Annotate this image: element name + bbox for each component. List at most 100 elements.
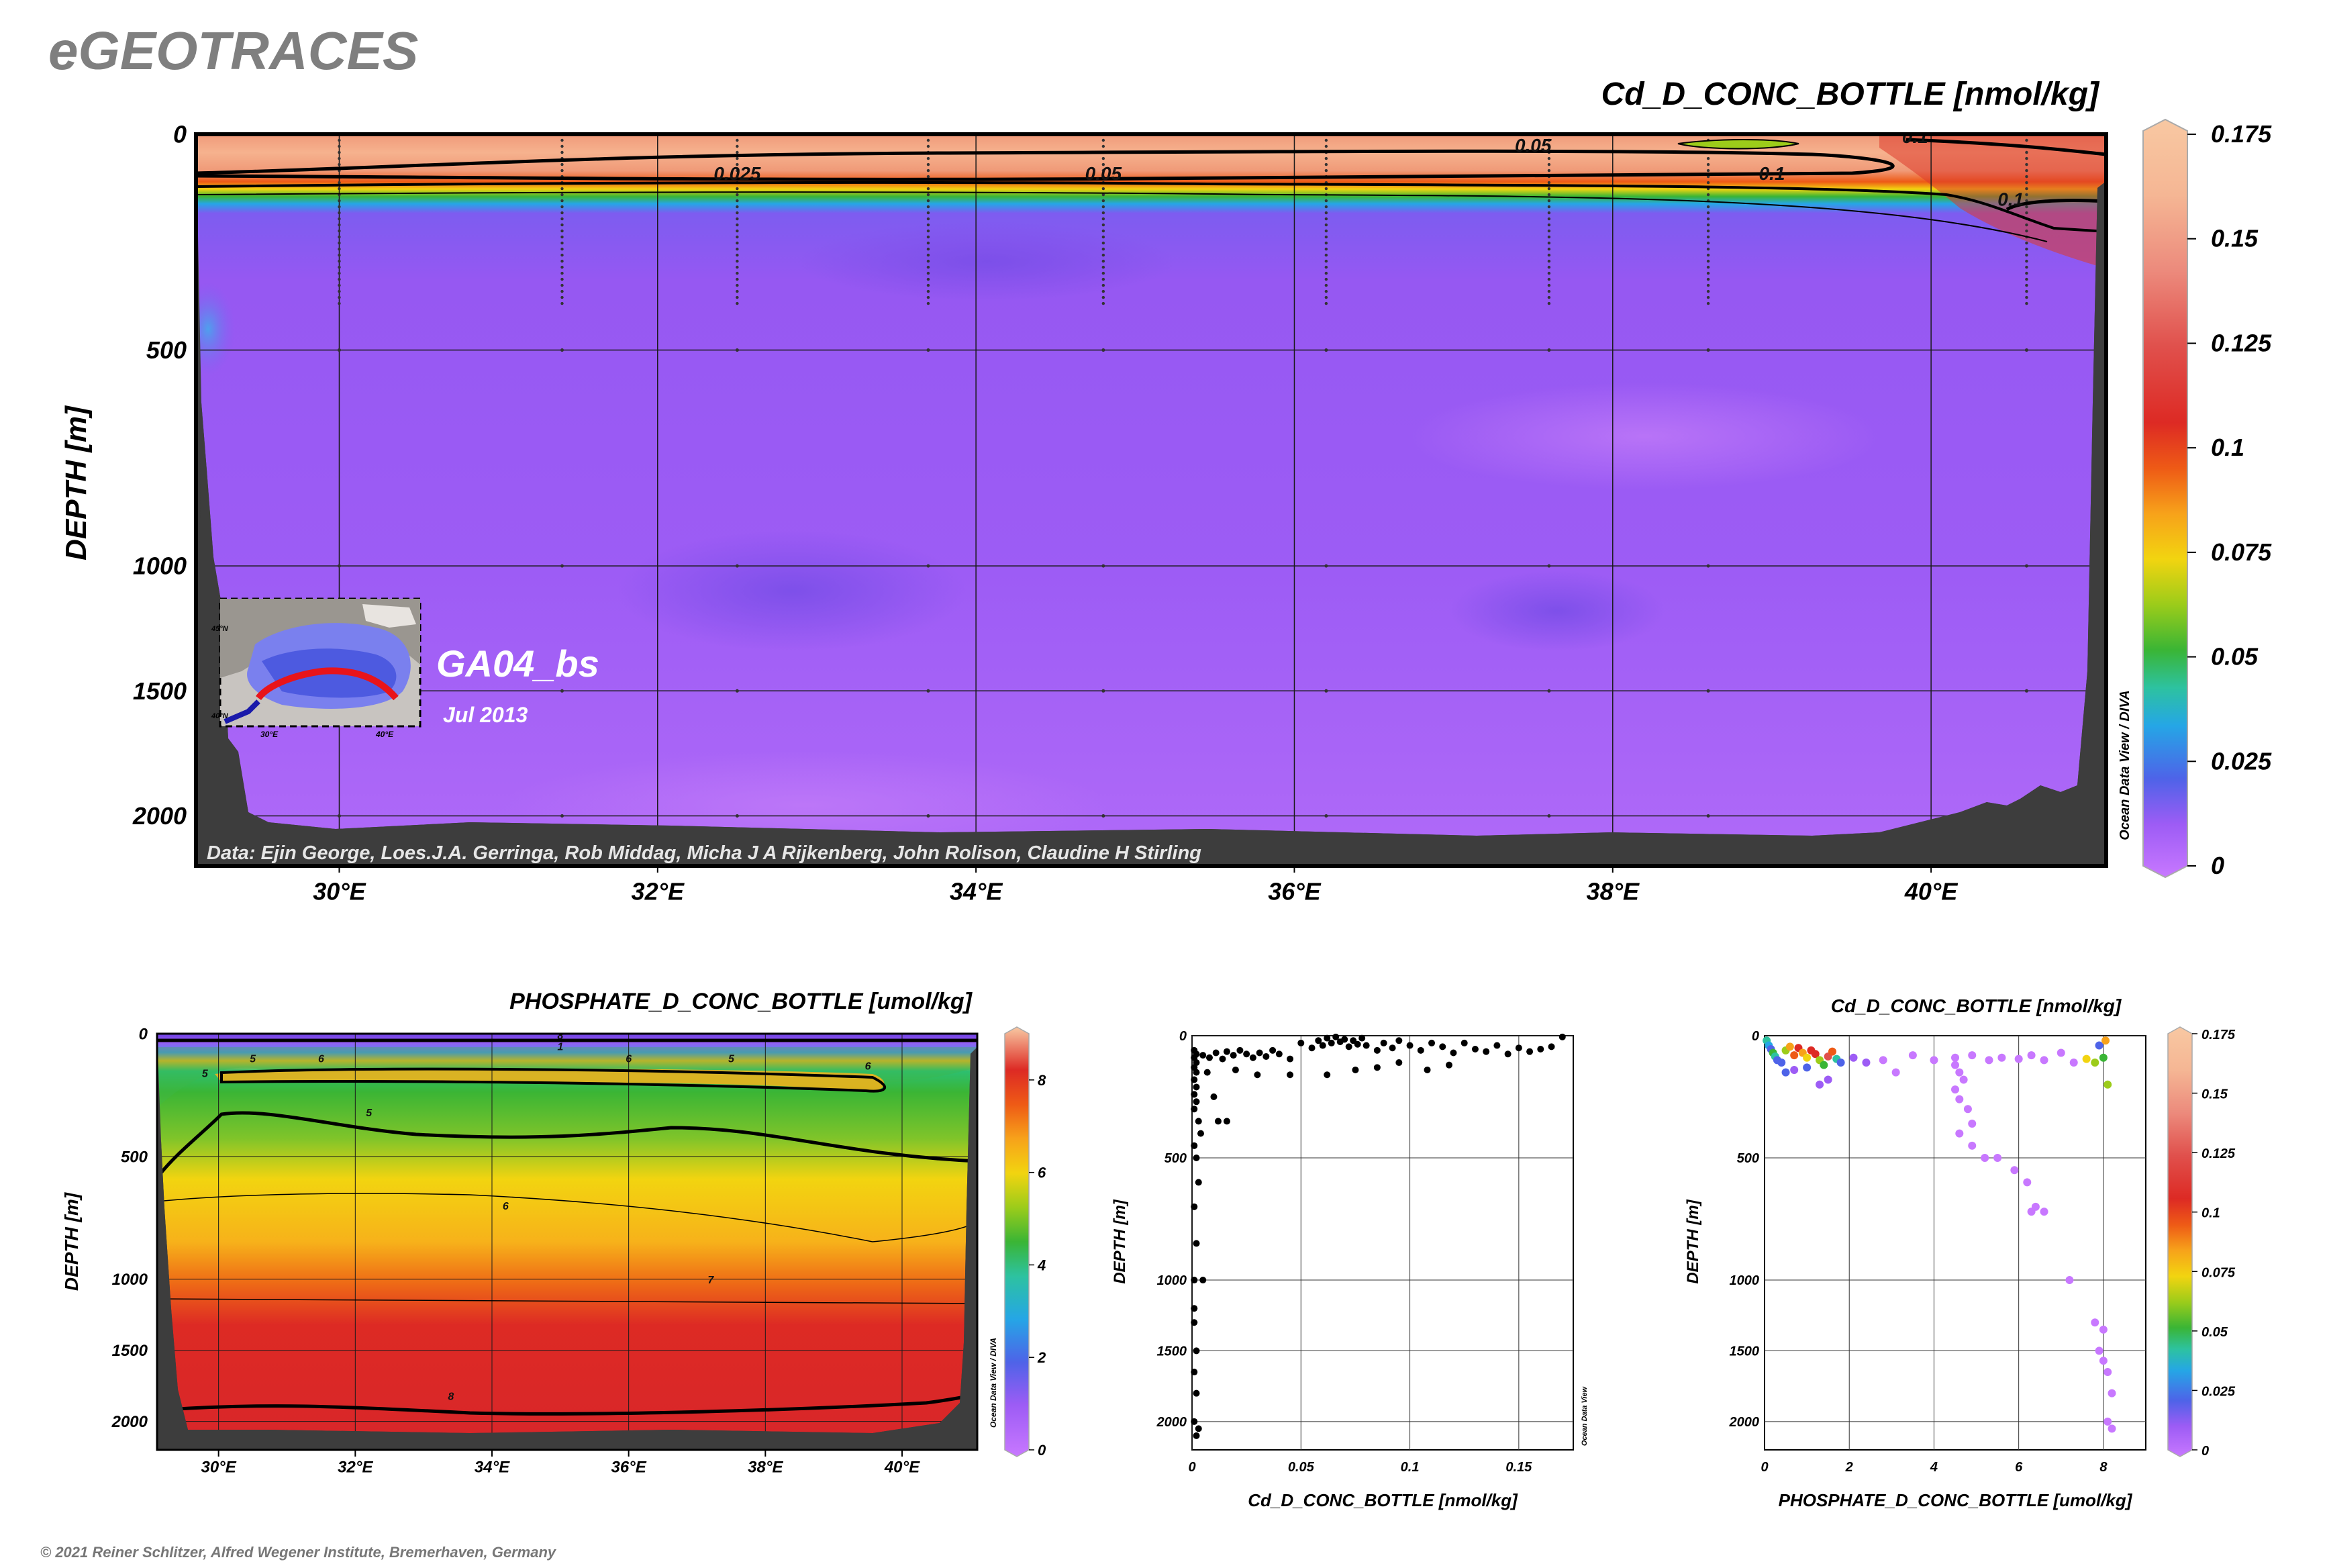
- data-point: [2103, 1080, 2112, 1089]
- contour-0.05: [196, 181, 2106, 233]
- station-sample: [926, 259, 930, 263]
- data-point: [1191, 1091, 1198, 1098]
- inset-lat-label: 45°N: [211, 625, 229, 633]
- y-tick-label: 0: [1179, 1029, 1187, 1044]
- station-sample: [560, 223, 564, 227]
- station-sample: [338, 199, 341, 203]
- station-sample: [1547, 205, 1551, 209]
- data-point: [1450, 1049, 1457, 1057]
- colorbar-tick-label: 0.1: [2211, 434, 2244, 461]
- x-tick-label: 38°E: [748, 1459, 783, 1477]
- station-sample: [338, 283, 341, 287]
- main-y-axis: 0 500 1000 1500 2000: [132, 121, 187, 830]
- data-point: [1968, 1120, 1977, 1128]
- station-sample: [337, 564, 341, 568]
- data-point: [1526, 1048, 1534, 1055]
- station-sample: [1547, 289, 1551, 293]
- station-sample: [2025, 211, 2028, 215]
- scatter2-points: [1763, 1036, 2116, 1433]
- station-sample: [1547, 187, 1551, 191]
- scatter2-grid: [1764, 1035, 2146, 1450]
- data-point: [1380, 1039, 1387, 1046]
- data-point: [2027, 1208, 2036, 1216]
- main-x-axis: 30°E 32°E 34°E 36°E 38°E 40°E: [313, 866, 1958, 905]
- station-sample: [338, 247, 341, 251]
- x-tick-label: 8: [2099, 1460, 2108, 1475]
- station-sample: [1706, 301, 1710, 305]
- data-point: [1193, 1240, 1200, 1247]
- data-point: [1230, 1052, 1237, 1059]
- data-point: [1373, 1046, 1381, 1054]
- station-sample: [2024, 348, 2028, 352]
- station-sample: [1706, 168, 1710, 173]
- station-sample: [560, 265, 564, 269]
- station-sample: [338, 253, 341, 257]
- data-point: [1199, 1277, 1207, 1284]
- data-point: [2082, 1055, 2091, 1063]
- station-sample: [1324, 156, 1328, 160]
- station-sample: [560, 217, 564, 221]
- station-sample: [735, 564, 739, 568]
- low-anomaly: [617, 530, 967, 651]
- station-sample: [926, 271, 930, 275]
- cd-scatter-x-label: Cd_D_CONC_BOTTLE [nmol/kg]: [1248, 1490, 1518, 1510]
- data-point: [1777, 1059, 1786, 1067]
- station-sample: [2025, 181, 2028, 185]
- station-sample: [338, 289, 341, 293]
- station-sample: [1101, 199, 1105, 203]
- x-tick-label: 32°E: [632, 877, 685, 905]
- main-colorbar: [2142, 118, 2188, 879]
- y-tick-label: 0: [1752, 1029, 1759, 1044]
- data-point: [1195, 1425, 1202, 1432]
- station-sample: [736, 301, 739, 305]
- station-sample: [1547, 168, 1551, 173]
- station-sample: [338, 301, 341, 305]
- contour-label: 8: [557, 1030, 563, 1042]
- x-tick-label: 0.1: [1401, 1460, 1420, 1475]
- station-sample: [338, 241, 341, 245]
- data-point: [1254, 1071, 1261, 1079]
- phosphate-y-axis: 0 500 1000 1500 2000: [111, 1025, 148, 1431]
- station-sample: [1547, 223, 1551, 227]
- y-tick-label: 1000: [133, 552, 187, 580]
- station-sample: [560, 289, 564, 293]
- station-sample: [736, 259, 739, 263]
- station-sample: [1547, 265, 1551, 269]
- station-sample: [926, 253, 930, 257]
- station-sample: [1547, 199, 1551, 203]
- station-sample: [1101, 229, 1105, 233]
- data-point: [1968, 1051, 1977, 1060]
- station-sample: [1101, 265, 1105, 269]
- data-point: [2027, 1051, 2036, 1060]
- station-sample: [736, 223, 739, 227]
- odv-credit-phosphate: Ocean Data View / DIVA: [989, 1338, 998, 1428]
- scatter2-x-label: PHOSPHATE_D_CONC_BOTTLE [umol/kg]: [1779, 1490, 2133, 1510]
- station-sample: [736, 175, 739, 179]
- station-sample: [926, 205, 930, 209]
- y-tick-label: 2000: [132, 802, 187, 830]
- station-sample: [1101, 259, 1105, 263]
- station-sample: [560, 235, 564, 239]
- data-point: [2091, 1318, 2099, 1327]
- x-tick-label: 0: [1761, 1460, 1768, 1475]
- data-point: [1358, 1034, 1366, 1042]
- data-point: [1816, 1080, 1824, 1089]
- station-sample: [736, 205, 739, 209]
- station-sample: [2025, 156, 2028, 160]
- phosphate-y-label: DEPTH [m]: [61, 1191, 82, 1291]
- scatter2-y-axis: 0 500 1000 1500 2000: [1729, 1029, 1760, 1430]
- x-tick-label: 34°E: [950, 877, 1003, 905]
- data-point: [1790, 1051, 1799, 1060]
- data-point: [2040, 1056, 2048, 1065]
- cd-scatter-points: [1191, 1033, 1566, 1439]
- y-tick-label: 2000: [1729, 1415, 1760, 1430]
- y-tick-label: 500: [121, 1148, 148, 1166]
- x-tick-label: 38°E: [1587, 877, 1640, 905]
- station-sample: [2025, 168, 2028, 173]
- data-point: [1955, 1129, 1964, 1138]
- scatter2-y-label: DEPTH [m]: [1684, 1199, 1702, 1283]
- data-point: [1341, 1036, 1348, 1043]
- data-point: [1373, 1064, 1381, 1071]
- data-point: [1352, 1066, 1359, 1073]
